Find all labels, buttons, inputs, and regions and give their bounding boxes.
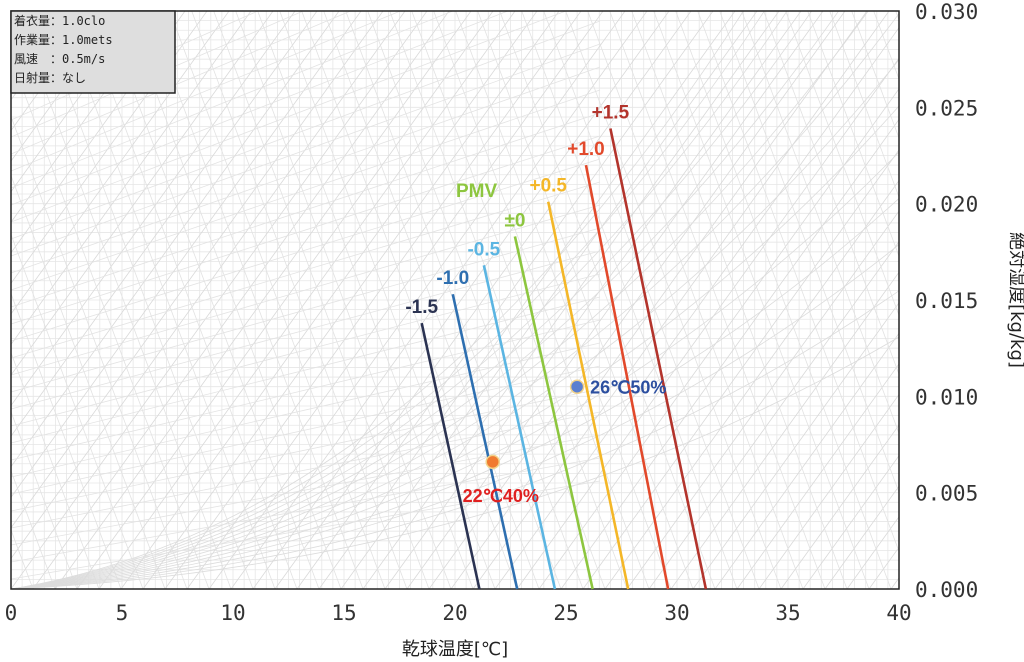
pmv-line <box>584 164 670 590</box>
x-tick-label: 35 <box>775 601 800 625</box>
x-axis-ticks: 0 5 10 15 20 25 30 35 40 <box>5 601 912 625</box>
x-tick-label: 30 <box>664 601 689 625</box>
plot-frame <box>10 10 900 590</box>
y-tick-label: 0.005 <box>915 482 978 506</box>
y-axis-label: 絶対湿度[kg/kg] <box>1006 232 1024 368</box>
pmv-line-label: +1.0 <box>567 139 605 160</box>
y-tick-label: 0.020 <box>915 193 978 217</box>
pmv-line <box>513 236 594 590</box>
condition-mets: 作業量：1.0mets <box>14 33 113 47</box>
y-tick-label: 0.010 <box>915 385 978 409</box>
conditions-box: 着衣量：1.0clo 作業量：1.0mets 風速 ：0.5m/s 日射量：なし <box>10 10 176 94</box>
x-tick-label: 20 <box>442 601 467 625</box>
pmv-line-label: -0.5 <box>467 239 500 260</box>
x-axis-label: 乾球温度[℃] <box>402 639 508 660</box>
pmv-labels: -1.5 -1.0 -0.5±0+0.5+1.0 +1.5 <box>405 103 629 319</box>
x-tick-label: 40 <box>886 601 911 625</box>
pmv-line-label: +0.5 <box>529 176 567 197</box>
pmv-line <box>546 201 630 590</box>
condition-point-label: 22℃40% <box>463 486 539 506</box>
pmv-line <box>482 265 557 590</box>
condition-wind: 風速 ：0.5m/s <box>14 52 105 66</box>
y-tick-label: 0.015 <box>915 289 978 313</box>
x-tick-label: 15 <box>331 601 356 625</box>
x-tick-label: 25 <box>553 601 578 625</box>
condition-point <box>485 454 500 470</box>
pmv-line-label: +1.5 <box>592 103 630 124</box>
pmv-line-label: -1.5 <box>405 297 438 318</box>
x-tick-label: 0 <box>5 601 18 625</box>
y-tick-label: 0.030 <box>915 0 978 24</box>
psychrometric-background-grid <box>11 11 899 589</box>
pmv-line <box>420 322 481 590</box>
x-tick-label: 5 <box>116 601 129 625</box>
pmv-line <box>451 293 519 590</box>
x-tick-label: 10 <box>220 601 245 625</box>
y-tick-label: 0.000 <box>915 578 978 602</box>
condition-clo: 着衣量：1.0clo <box>14 13 105 28</box>
y-axis-ticks: 0.000 0.005 0.010 0.015 0.020 0.025 0.030 <box>915 0 978 602</box>
condition-points: 26℃50% 22℃40% <box>463 378 667 506</box>
condition-point-label: 26℃50% <box>590 378 666 398</box>
y-tick-label: 0.025 <box>915 96 978 120</box>
condition-solar: 日射量：なし <box>14 70 86 85</box>
pmv-line-label: -1.0 <box>436 268 469 289</box>
pmv-line-label: ±0 <box>504 210 525 231</box>
pmv-lines <box>420 128 708 590</box>
pmv-line <box>609 128 708 590</box>
condition-point <box>569 379 585 394</box>
pmv-title: PMV <box>456 181 498 202</box>
